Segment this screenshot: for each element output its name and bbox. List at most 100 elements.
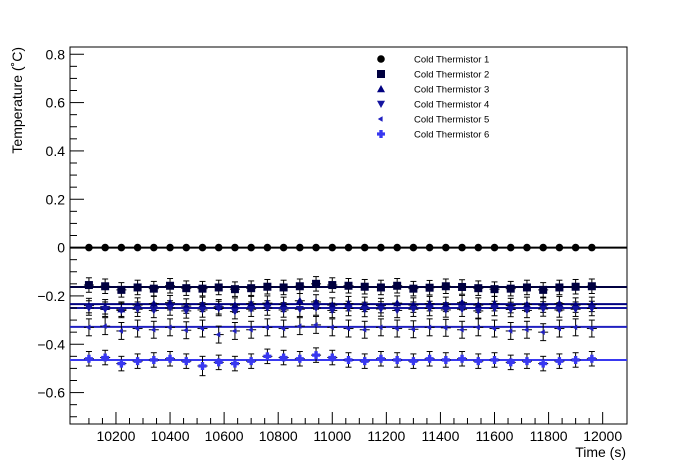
data-point-series-4 (295, 306, 304, 314)
data-point-series-4 (84, 304, 93, 312)
data-point-series-6 (474, 357, 483, 366)
data-point-series-2 (360, 282, 369, 291)
data-point-series-2 (344, 281, 353, 290)
data-point-series-3 (555, 299, 564, 307)
data-point-series-4 (522, 307, 531, 315)
data-point-series-6 (328, 353, 337, 362)
legend-marker-series-5 (377, 116, 383, 122)
data-point-series-6 (101, 353, 110, 362)
data-point-series-6 (198, 362, 207, 370)
data-point-series-4 (117, 307, 126, 315)
data-point-series-4 (490, 305, 499, 313)
data-point-series-1 (182, 243, 191, 252)
data-point-series-3 (425, 299, 434, 307)
data-point-series-4 (263, 304, 272, 312)
x-tick-label: 11600 (476, 428, 514, 444)
data-point-series-4 (458, 306, 467, 314)
data-point-series-2 (279, 283, 288, 292)
data-point-series-6 (149, 355, 158, 364)
legend-label-series-2: Cold Thermistor 2 (414, 70, 489, 81)
x-axis-title: Time (s) (575, 444, 626, 460)
data-point-series-3 (393, 299, 402, 307)
data-point-series-1 (490, 243, 499, 252)
data-point-series-6 (587, 354, 596, 363)
data-point-series-6 (230, 359, 239, 368)
legend-marker-series-4 (377, 100, 385, 108)
data-point-series-4 (376, 305, 385, 313)
y-axis-title: Temperature (˚C) (9, 47, 25, 154)
data-point-series-2 (101, 282, 110, 291)
data-point-series-6 (312, 351, 321, 360)
data-point-series-4 (425, 305, 434, 313)
legend: Cold Thermistor 1 Cold Thermistor 2 Cold T… (377, 55, 489, 141)
data-point-series-4 (571, 306, 580, 314)
data-point-series-6 (376, 354, 385, 363)
data-point-series-4 (312, 304, 321, 312)
data-point-series-4 (230, 308, 239, 316)
legend-label-series-4: Cold Thermistor 4 (414, 100, 489, 111)
data-point-series-3 (198, 300, 207, 308)
y-tick-label: 0 (57, 240, 65, 256)
data-point-series-6 (506, 358, 515, 367)
data-point-series-6 (182, 357, 191, 366)
data-point-series-4 (279, 306, 288, 314)
data-point-series-3 (263, 299, 272, 307)
data-point-series-5 (410, 326, 415, 333)
data-point-series-5 (134, 325, 140, 332)
data-point-series-5 (183, 327, 188, 334)
data-point-series-2 (295, 282, 304, 291)
data-point-series-5 (523, 326, 529, 333)
data-point-series-2 (312, 279, 321, 288)
data-point-series-6 (522, 357, 531, 366)
x-tick-label: 12000 (583, 428, 622, 444)
data-point-series-1 (101, 243, 109, 252)
data-point-series-5 (442, 325, 448, 331)
data-point-series-5 (231, 328, 237, 334)
legend-marker-series-2 (377, 70, 385, 78)
data-point-series-1 (555, 243, 564, 252)
data-point-series-5 (556, 325, 562, 332)
data-point-series-5 (118, 328, 123, 334)
data-point-series-4 (409, 306, 418, 314)
data-point-series-5 (572, 324, 578, 331)
data-point-series-4 (555, 306, 564, 314)
data-point-series-1 (506, 243, 515, 252)
data-point-series-2 (539, 285, 548, 294)
data-point-series-4 (247, 306, 256, 314)
data-point-series-5 (264, 324, 269, 331)
data-point-series-6 (458, 354, 467, 363)
data-point-series-1 (328, 243, 337, 252)
data-point-series-2 (166, 281, 175, 290)
data-point-series-3 (312, 297, 321, 306)
data-point-series-5 (247, 326, 253, 333)
x-tick-label: 10400 (151, 428, 190, 444)
data-point-series-2 (84, 281, 93, 290)
data-point-series-1 (263, 243, 272, 252)
markers (84, 243, 596, 370)
data-point-series-5 (588, 325, 594, 332)
data-point-series-3 (344, 299, 353, 307)
y-tick-label: −0.2 (37, 288, 65, 304)
data-point-series-1 (523, 243, 531, 252)
data-point-series-5 (101, 323, 107, 329)
data-point-series-5 (345, 325, 351, 332)
data-point-series-2 (214, 283, 223, 292)
data-point-series-6 (360, 357, 369, 366)
data-point-series-4 (149, 307, 158, 315)
data-point-series-4 (182, 307, 191, 315)
data-point-series-6 (84, 354, 93, 363)
data-point-series-6 (441, 355, 450, 364)
data-point-series-1 (312, 243, 320, 252)
y-axis: −0.6 −0.4 −0.2 0 0.2 0.4 0.6 0.8 (37, 46, 84, 418)
data-point-series-6 (344, 355, 353, 364)
data-point-series-1 (377, 243, 385, 252)
data-point-series-4 (393, 307, 402, 315)
data-point-series-4 (133, 306, 142, 314)
y-tick-label: −0.4 (37, 336, 65, 352)
data-point-series-2 (149, 284, 158, 293)
data-point-series-1 (425, 243, 434, 252)
data-point-series-4 (101, 306, 110, 314)
data-point-series-2 (571, 282, 580, 291)
y-tick-label: 0.8 (46, 46, 66, 62)
data-point-series-4 (506, 306, 515, 314)
